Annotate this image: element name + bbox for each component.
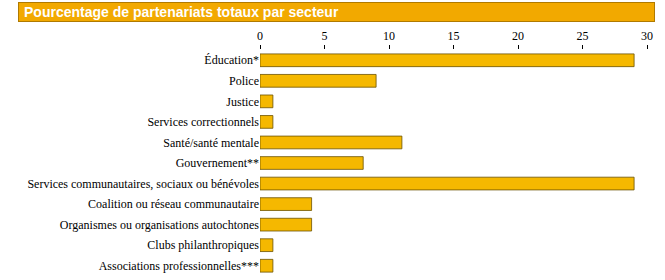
svg-text:Justice: Justice: [226, 95, 259, 109]
svg-text:Organismes ou organisations au: Organismes ou organisations autochtones: [60, 218, 260, 232]
svg-text:Gouvernement**: Gouvernement**: [176, 156, 259, 170]
svg-text:10: 10: [383, 29, 395, 43]
svg-text:30: 30: [641, 29, 653, 43]
html-text:Pourcentage de partenariats to: Pourcentage de partenariats totaux par s…: [24, 4, 339, 20]
svg-text:25: 25: [577, 29, 589, 43]
svg-text:20: 20: [512, 29, 524, 43]
svg-text:Services correctionnels: Services correctionnels: [147, 115, 259, 129]
svg-text:5: 5: [322, 29, 328, 43]
svg-text:Associations professionnelles*: Associations professionnelles***: [99, 259, 259, 273]
svg-text:Santé/santé mentale: Santé/santé mentale: [163, 136, 259, 150]
svg-text:Coalition ou réseau communauta: Coalition ou réseau communautaire: [88, 197, 259, 211]
svg-text:15: 15: [448, 29, 460, 43]
svg-text:Clubs philanthropiques: Clubs philanthropiques: [147, 238, 259, 252]
svg-text:Services communautaires, socia: Services communautaires, sociaux ou béné…: [27, 177, 259, 191]
svg-text:Police: Police: [229, 74, 259, 88]
svg-text:0: 0: [257, 29, 263, 43]
svg-text:Éducation*: Éducation*: [204, 53, 259, 67]
